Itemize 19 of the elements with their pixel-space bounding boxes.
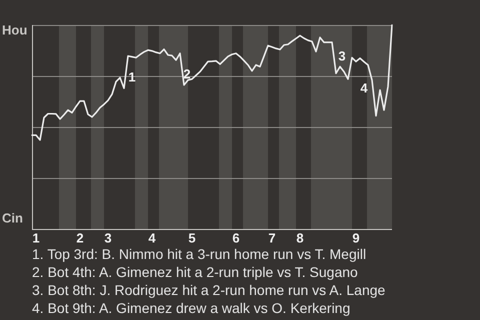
x-tick-label: 6 [232,230,240,246]
text: Hou [2,22,28,38]
x-tick-label: 5 [188,230,196,246]
x-tick-label: 3 [104,230,112,246]
text: 3. Bot 8th: J. Rodriguez hit a 2-run home run vs A. Lange [32,281,386,299]
annotation: 3 [338,48,346,64]
x-tick-label: 1 [32,230,40,246]
x-tick-label: 9 [352,230,360,246]
text: 2. Bot 4th: A. Gimenez hit a 2-run triple vs T. Sugano [32,263,359,281]
x-tick-label: 2 [76,230,84,246]
text: 4. Bot 9th: A. Gimenez drew a walk vs O. Kerkering [32,299,352,317]
annotation: 1 [128,70,136,85]
text: Cin [2,210,23,226]
text: 1. Top 3rd: B. Nimmo hit a 3-run home run vs T. Megill [32,245,368,263]
x-tick-label: 8 [296,230,304,246]
annotation: 2 [183,66,191,82]
x-tick-label: 4 [148,230,156,246]
annotation: 4 [360,80,368,96]
x-tick-label: 7 [268,230,276,246]
